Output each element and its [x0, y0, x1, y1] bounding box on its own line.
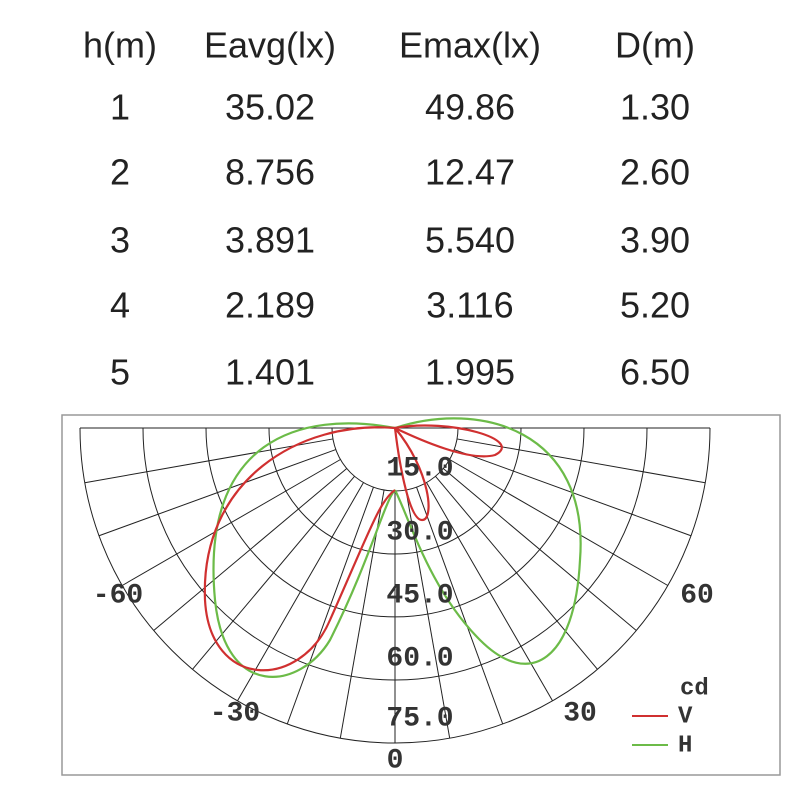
grid-spoke — [286, 487, 374, 725]
radial-label: 60.0 — [386, 643, 453, 674]
table-cell: 5 — [110, 352, 130, 393]
table-header: Eavg(lx) — [204, 25, 336, 66]
grid-spoke — [416, 487, 504, 725]
angle-label: -30 — [210, 698, 260, 729]
grid-spoke — [449, 459, 669, 586]
radial-label: 15.0 — [386, 453, 453, 484]
angle-label: 60 — [680, 580, 714, 611]
grid-spoke — [121, 459, 341, 586]
legend-unit: cd — [680, 675, 709, 702]
curve-v — [393, 427, 430, 522]
table-cell: 2.60 — [620, 152, 690, 193]
table-cell: 2 — [110, 152, 130, 193]
table-cell: 5.20 — [620, 285, 690, 326]
table-cell: 3.90 — [620, 220, 690, 261]
grid-spoke — [435, 475, 598, 670]
radial-label: 75.0 — [386, 703, 453, 734]
table-cell: 1.995 — [425, 352, 515, 393]
radial-label: 45.0 — [386, 580, 453, 611]
table-cell: 8.756 — [225, 152, 315, 193]
table-cell: 6.50 — [620, 352, 690, 393]
curve-v — [394, 424, 503, 458]
table-header: D(m) — [615, 25, 695, 66]
table-cell: 1.30 — [620, 87, 690, 128]
legend-label: V — [678, 703, 693, 730]
angle-label: 0 — [387, 745, 404, 776]
grid-spoke — [456, 438, 706, 484]
grid-spoke — [192, 475, 355, 670]
table-cell: 12.47 — [425, 152, 515, 193]
table-cell: 49.86 — [425, 87, 515, 128]
table-cell: 1 — [110, 87, 130, 128]
grid-spoke — [426, 482, 553, 702]
table-header: h(m) — [83, 25, 157, 66]
table-header: Emax(lx) — [399, 25, 541, 66]
legend-label: H — [678, 732, 692, 759]
grid-spoke — [98, 449, 336, 537]
angle-label: -60 — [93, 580, 143, 611]
table-cell: 3.891 — [225, 220, 315, 261]
table-cell: 2.189 — [225, 285, 315, 326]
curve-v — [203, 426, 396, 672]
table-cell: 3 — [110, 220, 130, 261]
curve-h — [394, 417, 582, 665]
table-cell: 35.02 — [225, 87, 315, 128]
table-cell: 5.540 — [425, 220, 515, 261]
table-cell: 3.116 — [426, 285, 513, 326]
table-cell: 1.401 — [225, 352, 315, 393]
curves — [203, 417, 582, 678]
angle-label: 30 — [563, 698, 597, 729]
grid-spoke — [442, 468, 637, 631]
radial-label: 30.0 — [386, 517, 453, 548]
table-cell: 4 — [110, 285, 130, 326]
grid-spoke — [153, 468, 348, 631]
grid-spoke — [237, 482, 364, 702]
curve-h — [212, 422, 396, 678]
